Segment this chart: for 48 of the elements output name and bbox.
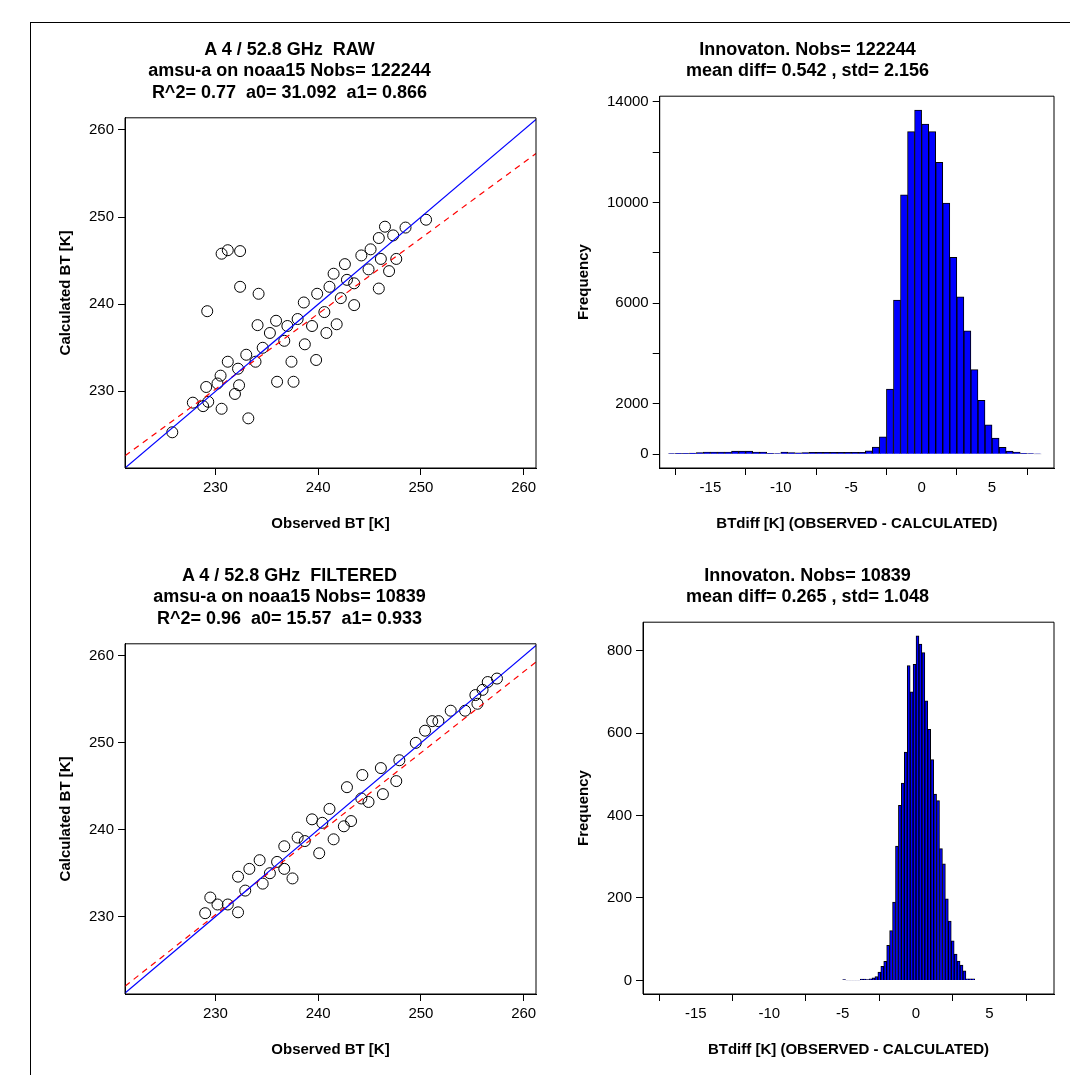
x-tick-label: 0: [917, 478, 926, 496]
y-tick-label: 2000: [615, 393, 649, 411]
x-tick-label: -5: [835, 1004, 850, 1022]
x-tick-label: 260: [511, 1004, 537, 1022]
y-tick-label: 6000: [615, 293, 649, 311]
y-axis-title: Calculated BT [K]: [56, 756, 74, 882]
x-axis-title: BTdiff [K] (OBSERVED - CALCULATED): [716, 514, 998, 532]
y-axis-title: Calculated BT [K]: [56, 230, 74, 356]
y-tick-label: 800: [607, 640, 633, 658]
chart-title: A 4 / 52.8 GHz RAW amsu-a on noaa15 Nobs= 122244 R^2= 0.77 a0= 31.092 a1= 0.866: [148, 38, 431, 102]
y-tick-label: 240: [89, 819, 115, 837]
x-tick-label: 250: [408, 1004, 434, 1022]
y-tick-label: 230: [89, 381, 115, 399]
y-axis-title: Frequency: [574, 769, 592, 847]
x-tick-label: 230: [202, 478, 228, 496]
x-tick-label: 250: [408, 478, 434, 496]
x-tick-label: -10: [758, 1004, 781, 1022]
x-tick-label: 5: [987, 478, 997, 496]
x-tick-label: -5: [844, 478, 858, 496]
y-tick-label: 600: [607, 723, 633, 741]
x-tick-label: 240: [305, 1004, 331, 1022]
x-axis-title: Observed BT [K]: [271, 1040, 390, 1058]
y-tick-label: 240: [89, 294, 115, 312]
y-tick-label: 260: [89, 646, 115, 664]
x-tick-label: -15: [685, 1004, 707, 1022]
y-tick-label: 0: [640, 444, 649, 462]
y-tick-label: 14000: [606, 92, 649, 110]
y-tick-label: 260: [89, 120, 115, 138]
x-tick-label: 0: [911, 1004, 921, 1022]
x-axis-title: Observed BT [K]: [271, 514, 390, 532]
x-tick-label: 5: [985, 1004, 994, 1022]
y-axis-title: Frequency: [574, 243, 592, 321]
y-tick-label: 0: [623, 970, 633, 988]
x-tick-label: 230: [202, 1004, 228, 1022]
x-tick-label: -10: [769, 478, 792, 496]
y-tick-label: 250: [89, 733, 115, 750]
y-tick-label: 250: [89, 207, 115, 225]
y-tick-label: 230: [89, 906, 115, 924]
x-tick-label: -15: [699, 478, 722, 496]
x-axis-title: BTdiff [K] (OBSERVED - CALCULATED): [707, 1040, 990, 1058]
y-tick-label: 10000: [606, 192, 649, 210]
chart-title: Innovaton. Nobs= 10839 mean diff= 0.265 , std= 1.048: [685, 564, 930, 607]
chart-title: Innovaton. Nobs= 122244 mean diff= 0.542 , std= 2.156: [685, 38, 930, 81]
x-tick-label: 260: [511, 478, 537, 496]
y-tick-label: 400: [607, 805, 633, 823]
chart-title: A 4 / 52.8 GHz FILTERED amsu-a on noaa15 Nobs= 10839 R^2= 0.96 a0= 15.57 a1= 0.933: [153, 564, 426, 628]
x-tick-label: 240: [305, 478, 331, 496]
y-tick-label: 200: [607, 888, 633, 906]
